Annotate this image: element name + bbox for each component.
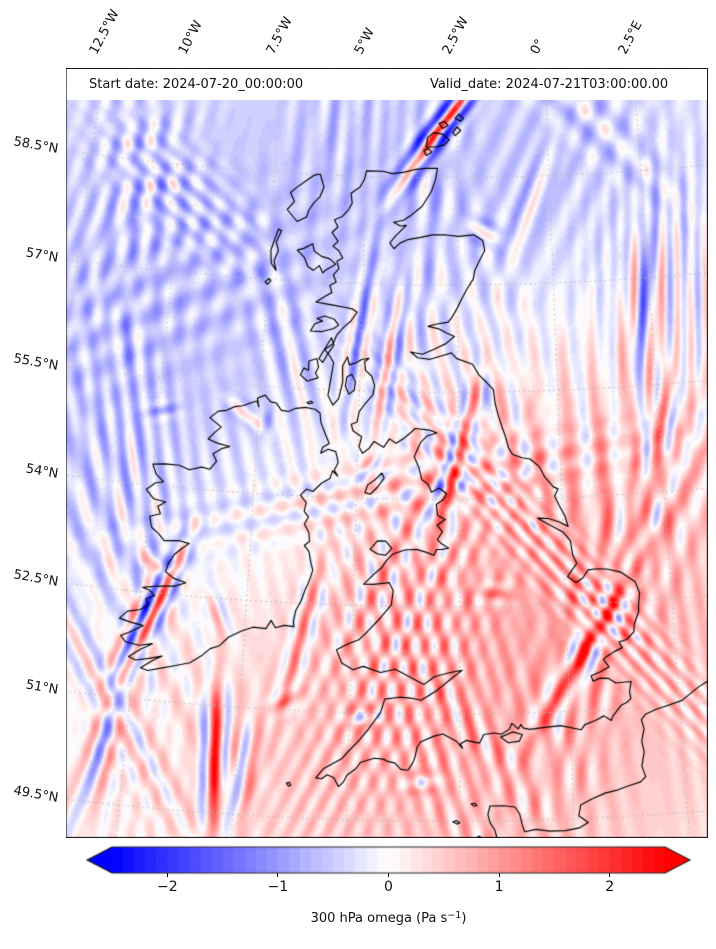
colorbar-tick-mark <box>277 873 279 877</box>
start-date-label: Start date: 2024-07-20_00:00:00 <box>89 77 304 92</box>
lon-tick-label: 5°W <box>352 25 379 57</box>
colorbar-tick-label: 1 <box>494 879 504 895</box>
colorbar-tick-mark <box>609 873 611 877</box>
valid-date-label: Valid_date: 2024-07-21T03:00:00.00 <box>430 77 669 92</box>
lon-tick-label: 2.5°E <box>616 18 646 57</box>
colorbar-label: 300 hPa omega (Pa s−1) <box>112 910 665 926</box>
lat-tick-label: 58.5°N <box>12 134 60 158</box>
lat-tick-label: 55.5°N <box>12 351 60 374</box>
colorbar-tick-label: −2 <box>156 879 178 895</box>
lon-tick-label: 10°W <box>175 18 206 57</box>
colorbar-label-suffix: ) <box>461 911 467 926</box>
colorbar-tick-mark <box>388 873 389 877</box>
lat-tick-label: 52.5°N <box>12 567 60 591</box>
colorbar-label-exponent: −1 <box>447 910 462 921</box>
lon-tick-label: 12.5°W <box>86 7 123 57</box>
colorbar-tick-mark <box>166 873 168 877</box>
omega-map-canvas <box>66 68 708 838</box>
colorbar-tick-label: 0 <box>384 879 393 895</box>
lon-tick-label: 0° <box>527 36 549 57</box>
lat-tick-label: 54°N <box>24 461 60 482</box>
colorbar-tick-label: 2 <box>605 879 615 895</box>
map-title-band: Start date: 2024-07-20_00:00:00 Valid_da… <box>67 69 707 100</box>
lat-tick-label: 51°N <box>24 677 60 699</box>
colorbar-tick-label: −1 <box>267 879 289 895</box>
lat-tick-label: 49.5°N <box>12 783 60 807</box>
colorbar-label-text: 300 hPa omega (Pa s <box>310 911 448 926</box>
colorbar-tick-mark <box>498 873 500 877</box>
colorbar <box>85 845 693 875</box>
lat-tick-label: 57°N <box>24 245 60 266</box>
lon-tick-label: 7.5°W <box>263 14 296 57</box>
lon-tick-label: 2.5°W <box>439 14 472 57</box>
